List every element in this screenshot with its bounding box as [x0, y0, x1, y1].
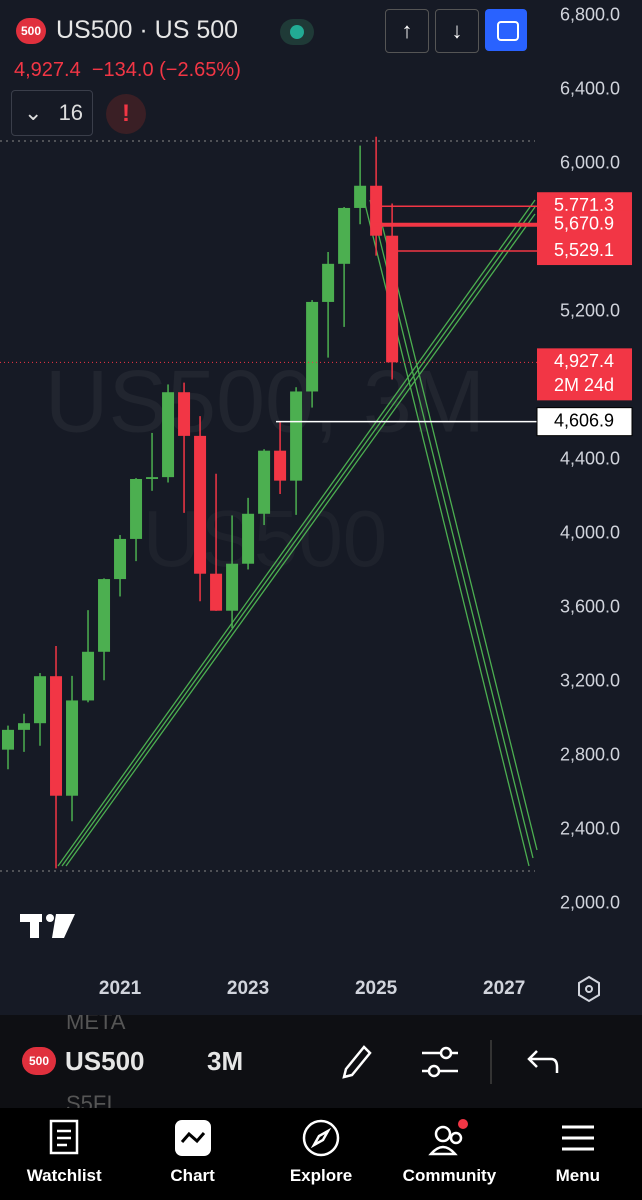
price-tag-label: 4,606.9 [554, 410, 614, 430]
price-tag [537, 210, 632, 239]
nav-explore[interactable]: Explore [257, 1108, 385, 1200]
fit-button[interactable] [485, 9, 527, 51]
candle-body [354, 185, 367, 208]
candle-body [274, 450, 287, 481]
candle-body [322, 263, 335, 302]
price: 4,927.4 [14, 59, 81, 81]
y-tick-label: 4,000.0 [560, 523, 620, 543]
y-tick-label: 3,600.0 [560, 597, 620, 617]
price-line: 4,927.4 −134.0 (−2.65%) [14, 59, 241, 82]
y-tick-label: 6,800.0 [560, 5, 620, 25]
bottom-nav: Watchlist Chart Explore Community Menu [0, 1108, 642, 1200]
candle-body [66, 700, 79, 796]
y-tick-label: 6,000.0 [560, 153, 620, 173]
indicator-count: 16 [58, 100, 84, 125]
candle-body [338, 207, 351, 264]
y-tick-label: 2,400.0 [560, 819, 620, 839]
candle-body [2, 729, 15, 750]
candle-body [162, 392, 175, 478]
next-symbol: S5FI [66, 1091, 113, 1108]
nav-icon [49, 1119, 79, 1155]
candle-body [130, 478, 143, 539]
candle-body [82, 651, 95, 701]
y-tick-label: 4,400.0 [560, 449, 620, 469]
x-tick-label: 2021 [99, 978, 142, 999]
nav-icon [428, 1119, 469, 1156]
y-tick-label: 3,200.0 [560, 671, 620, 691]
nav-icon [302, 1119, 340, 1157]
logo [20, 914, 75, 938]
x-tick-label: 2027 [483, 978, 525, 999]
chart: US500, 3M US500 2,000.02,400.02,800.03,2… [0, 0, 642, 1015]
candle-body [258, 450, 271, 514]
nav-chart[interactable]: Chart [128, 1108, 256, 1200]
candle-body [34, 676, 47, 724]
nav-community[interactable]: Community [385, 1108, 513, 1200]
x-tick-label: 2025 [355, 978, 398, 999]
divider [490, 1040, 492, 1084]
nav-label: Menu [555, 1166, 601, 1185]
candle-body [210, 573, 223, 611]
candle-body [386, 235, 399, 363]
candle-body [370, 185, 383, 236]
last-price-label: 4,927.4 [554, 351, 614, 371]
nav-icon [561, 1125, 594, 1151]
toolbar: META 500 US500 3M S5FI [0, 1015, 642, 1108]
y-tick-label: 6,400.0 [560, 79, 620, 99]
chart-bg [0, 0, 642, 1015]
fit-icon [497, 21, 519, 41]
nav-label: Watchlist [26, 1166, 102, 1185]
price-tag-label: 5,670.9 [554, 214, 614, 234]
price-tag [537, 237, 632, 266]
indicator-settings[interactable] [420, 1043, 460, 1083]
settings-icon[interactable] [578, 975, 600, 1003]
symbol-badge: 500 [22, 1047, 56, 1075]
candle-body [306, 301, 319, 392]
candle-body [50, 676, 63, 796]
price-tag-label: 5,529.1 [554, 240, 614, 260]
y-tick-label: 2,800.0 [560, 745, 620, 765]
nav-label: Explore [289, 1166, 353, 1185]
countdown-label: 2M 24d [554, 375, 614, 395]
nav-label: Community [402, 1166, 497, 1185]
candle-body [290, 391, 303, 481]
x-tick-label: 2023 [227, 978, 269, 999]
prev-symbol: META [66, 1015, 126, 1034]
nav-menu[interactable]: Menu [514, 1108, 642, 1200]
scroll-down[interactable]: ↓ [435, 9, 479, 53]
y-tick-label: 2,000.0 [560, 893, 620, 913]
candle-body [226, 563, 239, 611]
candle-body [194, 435, 207, 574]
alert-icon[interactable]: ! [106, 94, 146, 134]
market-status [280, 19, 314, 45]
undo[interactable] [525, 1045, 559, 1079]
candle-body [98, 579, 111, 652]
candle-body [178, 392, 191, 436]
y-tick-label: 5,200.0 [560, 301, 620, 321]
nav-icon [174, 1120, 211, 1156]
status-dot [290, 25, 304, 39]
draw-tool[interactable] [336, 1039, 376, 1083]
nav-label: Chart [170, 1166, 215, 1185]
candle-body [114, 538, 127, 580]
interval[interactable]: 3M [207, 1046, 244, 1076]
candle-body [18, 723, 31, 730]
scroll-up[interactable]: ↑ [385, 9, 429, 53]
price-tag [536, 407, 633, 437]
symbol-badge: 500 [16, 18, 46, 44]
candle-body [242, 513, 255, 564]
symbol-title[interactable]: US500 · US 500 [56, 16, 239, 44]
symbol[interactable]: US500 [65, 1046, 145, 1076]
change: −134.0 (−2.65%) [91, 59, 241, 81]
last-price-tag [537, 348, 632, 401]
candle-body [146, 477, 159, 479]
indicators-toggle[interactable]: ⌄ 16 [11, 90, 93, 136]
nav-watchlist[interactable]: Watchlist [0, 1108, 128, 1200]
price-tag-label: 5,771.3 [554, 195, 614, 215]
